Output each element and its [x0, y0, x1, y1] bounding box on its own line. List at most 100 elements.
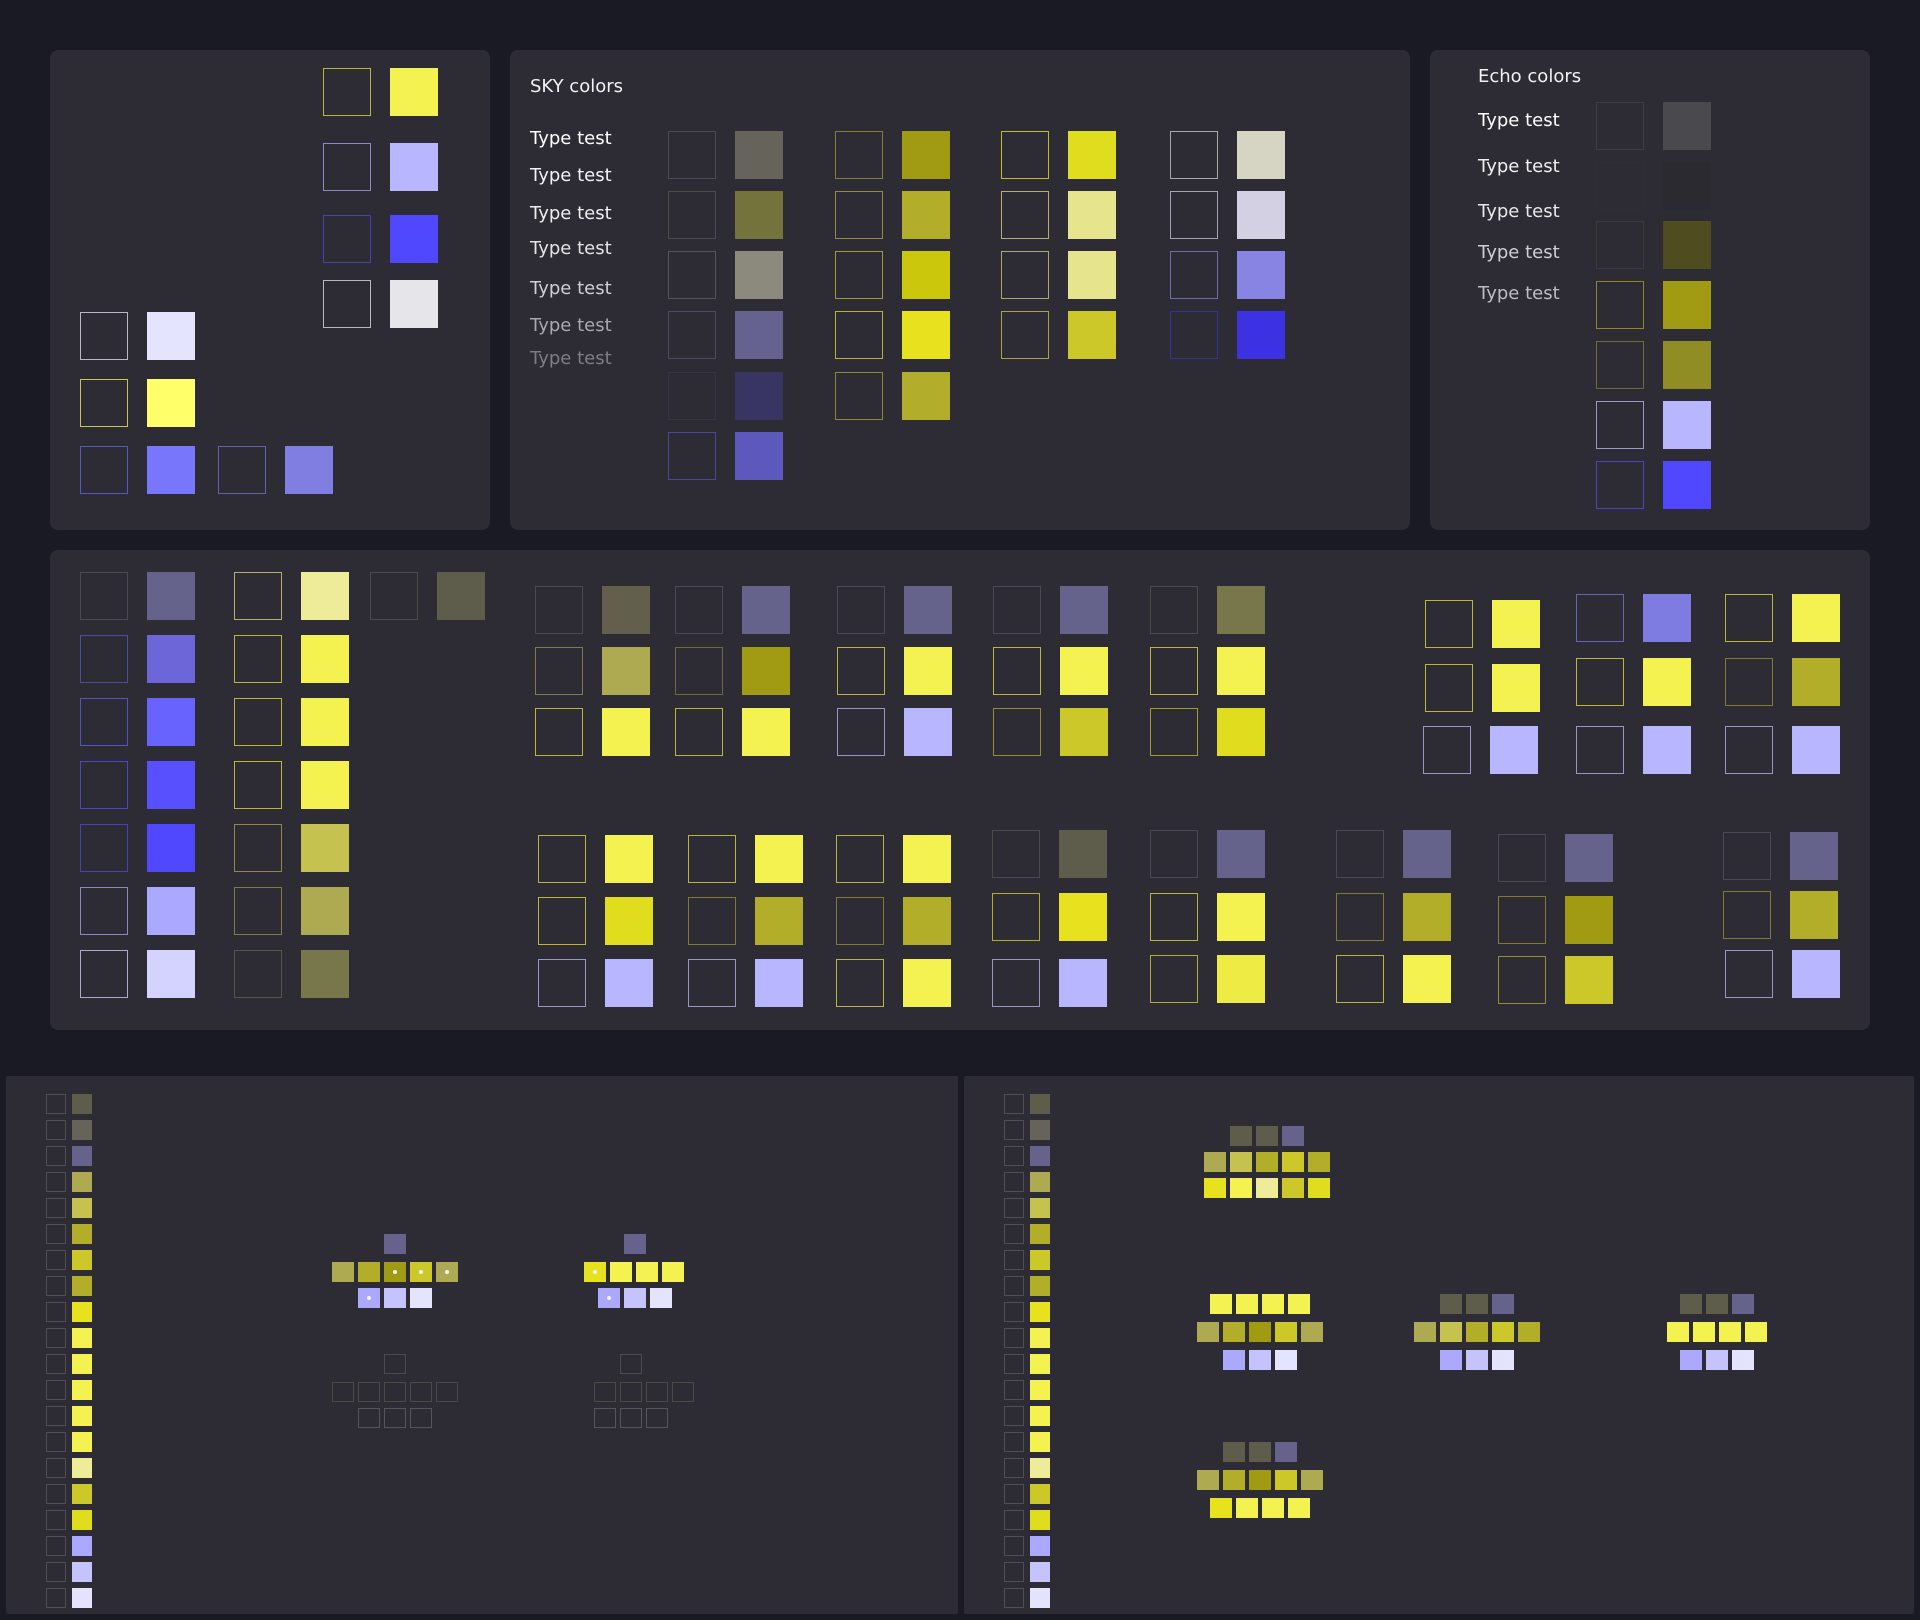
mini-swatch — [1210, 1498, 1232, 1518]
mini-swatch-outline — [46, 1276, 66, 1296]
swatch-pair — [1150, 955, 1265, 1003]
fill-swatch — [1565, 896, 1613, 944]
mini-swatch — [1030, 1250, 1050, 1270]
fill-swatch — [902, 311, 950, 359]
outline-swatch — [80, 312, 128, 360]
fill-swatch — [1403, 893, 1451, 941]
fill-swatch — [1237, 191, 1285, 239]
mini-swatch-outline — [620, 1382, 642, 1402]
outline-swatch — [835, 311, 883, 359]
swatch-pair — [1170, 251, 1285, 299]
mini-swatch — [1308, 1152, 1330, 1172]
fill-swatch — [755, 959, 803, 1007]
mini-swatch — [1301, 1470, 1323, 1490]
mini-swatch — [1414, 1322, 1436, 1342]
swatch-pair — [1425, 664, 1540, 712]
outline-swatch — [234, 824, 282, 872]
outline-swatch — [323, 143, 371, 191]
fill-swatch — [1663, 461, 1711, 509]
outline-swatch — [538, 835, 586, 883]
type-test-label: Type test — [530, 165, 612, 186]
swatch-pair — [836, 835, 951, 883]
mini-swatch-outline — [1004, 1224, 1024, 1244]
mini-swatch-outline — [46, 1146, 66, 1166]
swatch-pair — [1150, 830, 1265, 878]
fill-swatch — [1068, 311, 1116, 359]
mini-swatch — [1301, 1322, 1323, 1342]
mini-swatch — [1732, 1350, 1754, 1370]
mini-swatch — [1030, 1146, 1050, 1166]
mini-swatch — [1256, 1152, 1278, 1172]
type-test-label: Type test — [530, 128, 612, 149]
mini-swatch-outline — [594, 1408, 616, 1428]
type-test-label: Type test — [1478, 110, 1560, 131]
swatch-pair — [1170, 311, 1285, 359]
outline-swatch — [323, 215, 371, 263]
mini-swatch — [662, 1262, 684, 1282]
swatch-pair — [835, 311, 950, 359]
swatch-pair — [323, 143, 438, 191]
mini-swatch — [1667, 1322, 1689, 1342]
outline-swatch — [1150, 893, 1198, 941]
mini-swatch — [1030, 1406, 1050, 1426]
swatch-pair — [323, 280, 438, 328]
outline-swatch — [234, 950, 282, 998]
swatch-pair — [1336, 955, 1451, 1003]
fill-swatch — [1237, 251, 1285, 299]
fill-swatch — [602, 647, 650, 695]
mini-swatch — [1197, 1322, 1219, 1342]
outline-swatch — [993, 708, 1041, 756]
outline-swatch — [80, 379, 128, 427]
mini-swatch — [1030, 1458, 1050, 1478]
swatch-pair — [688, 835, 803, 883]
fill-swatch — [1790, 891, 1838, 939]
fill-swatch — [1663, 281, 1711, 329]
fill-swatch — [147, 572, 195, 620]
swatch-pair — [1723, 832, 1838, 880]
swatch-pair — [835, 131, 950, 179]
mini-swatch — [1230, 1152, 1252, 1172]
swatch-pair — [1576, 658, 1691, 706]
swatch-pair — [234, 572, 349, 620]
fill-swatch — [602, 586, 650, 634]
fill-swatch — [1643, 658, 1691, 706]
mini-swatch-outline — [1004, 1536, 1024, 1556]
swatch-pair — [1170, 191, 1285, 239]
type-test-label: Type test — [530, 238, 612, 259]
mini-swatch-outline — [46, 1198, 66, 1218]
mini-swatch-outline — [1004, 1458, 1024, 1478]
swatch-pair — [80, 635, 195, 683]
outline-swatch — [1425, 600, 1473, 648]
fill-swatch — [1068, 191, 1116, 239]
outline-swatch — [538, 897, 586, 945]
mini-swatch — [1249, 1350, 1271, 1370]
mini-swatch — [72, 1224, 92, 1244]
outline-swatch — [1576, 658, 1624, 706]
outline-swatch — [218, 446, 266, 494]
fill-swatch — [301, 572, 349, 620]
outline-swatch — [668, 432, 716, 480]
mini-swatch — [1466, 1294, 1488, 1314]
mini-swatch — [1275, 1442, 1297, 1462]
outline-swatch — [993, 647, 1041, 695]
fill-swatch — [742, 647, 790, 695]
swatch-pair — [668, 191, 783, 239]
swatch-pair — [1425, 600, 1540, 648]
fill-swatch — [1059, 893, 1107, 941]
mini-swatch — [72, 1588, 92, 1608]
outline-swatch — [837, 708, 885, 756]
mini-swatch-outline — [1004, 1406, 1024, 1426]
outline-swatch — [1423, 726, 1471, 774]
outline-swatch — [688, 835, 736, 883]
mini-swatch — [1706, 1350, 1728, 1370]
fill-swatch — [904, 708, 952, 756]
fill-swatch — [147, 446, 195, 494]
mini-swatch — [1236, 1498, 1258, 1518]
mini-swatch — [1492, 1322, 1514, 1342]
swatch-pair — [218, 446, 333, 494]
mini-swatch-outline — [1004, 1484, 1024, 1504]
swatch-pair — [836, 959, 951, 1007]
fill-swatch — [1059, 830, 1107, 878]
outline-swatch — [80, 635, 128, 683]
mini-swatch — [1030, 1510, 1050, 1530]
